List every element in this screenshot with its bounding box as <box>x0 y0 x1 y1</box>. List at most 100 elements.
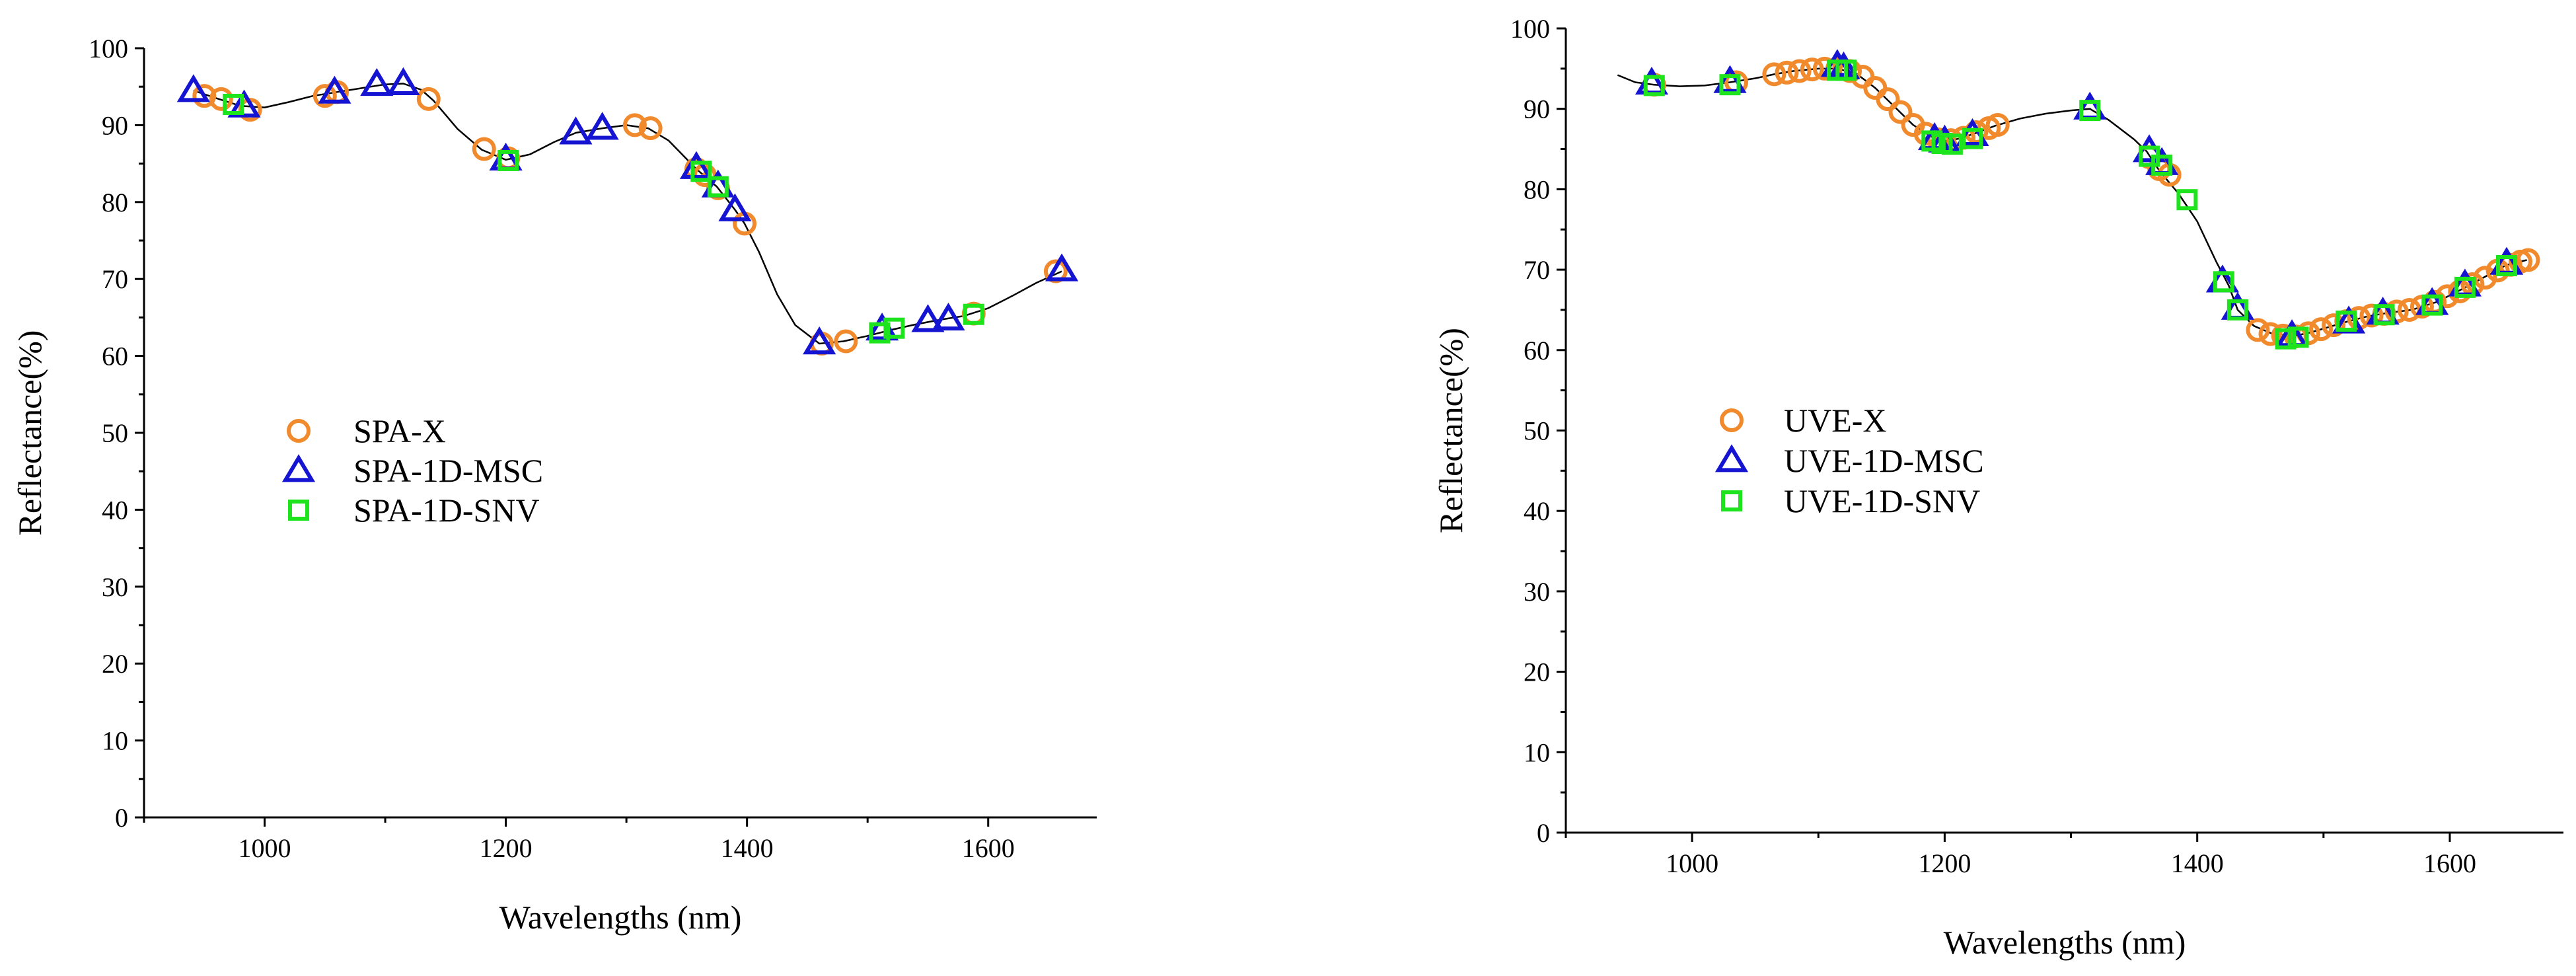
x-tick-label: 1000 <box>1666 848 1718 878</box>
data-point <box>2495 255 2517 277</box>
data-point <box>869 322 891 344</box>
data-point <box>360 67 394 96</box>
data-point <box>585 112 619 140</box>
y-tick-label: 30 <box>1524 577 1550 607</box>
data-point <box>223 93 244 115</box>
y-tick-label: 70 <box>102 264 128 294</box>
data-point <box>2151 154 2173 176</box>
chart-panel-right: 0 10 20 30 40 50 60 70 80 90 100 1000 1200 1400 1600 Wa… <box>1432 14 2563 961</box>
legend-label: SPA-1D-SNV <box>353 492 540 529</box>
data-point <box>1941 133 1963 155</box>
data-point <box>679 151 714 179</box>
x-tick-label: 1600 <box>962 833 1015 863</box>
x-axis-label: Wavelengths (nm) <box>499 899 742 936</box>
y-tick-label: 10 <box>1524 737 1550 767</box>
data-point <box>963 303 984 325</box>
data-point <box>2309 317 2334 342</box>
legend-marker-circle <box>287 419 311 443</box>
y-tick-label: 40 <box>102 495 128 525</box>
y-tick-label: 80 <box>102 188 128 217</box>
legend-label: UVE-1D-SNV <box>1784 482 1980 519</box>
data-point <box>2079 100 2101 122</box>
y-tick-label: 40 <box>1524 496 1550 526</box>
data-point <box>386 67 420 95</box>
data-point <box>690 161 712 182</box>
data-point <box>1888 100 1913 124</box>
data-point <box>932 302 965 331</box>
data-point <box>1719 74 1741 96</box>
data-point <box>1787 59 1812 83</box>
data-point <box>2213 271 2234 293</box>
data-point <box>1762 62 1786 87</box>
data-point <box>209 87 233 111</box>
y-tick-label: 50 <box>102 418 128 448</box>
legend-label: SPA-X <box>353 412 446 449</box>
data-point <box>497 149 519 171</box>
series-uve-1d-msc <box>1635 49 2524 348</box>
data-point <box>1956 118 1989 147</box>
legend-marker-triangle <box>1714 444 1749 472</box>
legend-marker-circle <box>1720 408 1744 432</box>
series-spa-1d-msc <box>176 67 1079 355</box>
y-tick-label: 0 <box>115 803 128 833</box>
data-point <box>1045 253 1079 282</box>
data-point <box>803 326 836 355</box>
data-point <box>227 89 261 118</box>
y-tick-label: 0 <box>1537 818 1550 848</box>
data-point <box>707 176 729 198</box>
legend-label: SPA-1D-MSC <box>353 452 543 489</box>
data-point <box>718 193 752 221</box>
series-spa-x <box>192 80 1068 356</box>
data-point <box>2336 310 2357 332</box>
x-tick-label: 1000 <box>239 833 291 863</box>
legend-marker-triangle <box>281 454 316 482</box>
data-point <box>1643 75 1665 96</box>
series-spa-1d-snv <box>223 93 984 344</box>
x-tick-label: 1200 <box>480 833 533 863</box>
data-point <box>834 329 858 354</box>
y-axis-label: Reflectance(%) <box>1432 328 1469 533</box>
y-tick-label: 20 <box>102 649 128 679</box>
x-tick-label: 1400 <box>721 833 774 863</box>
x-tick-label: 1200 <box>1918 848 1971 878</box>
spectrum-curve <box>1617 67 2527 338</box>
legend-marker-square <box>288 500 309 521</box>
data-point <box>1775 60 1799 85</box>
legend-label: UVE-1D-MSC <box>1784 442 1984 479</box>
y-tick-label: 20 <box>1524 657 1550 687</box>
data-point <box>2421 294 2443 316</box>
data-point <box>1800 57 1824 82</box>
data-point <box>2246 318 2270 342</box>
data-point <box>1985 113 2010 137</box>
y-tick-label: 90 <box>102 110 128 140</box>
data-point <box>2287 326 2309 348</box>
y-tick-label: 100 <box>1510 14 1550 44</box>
data-point <box>2373 304 2395 326</box>
y-tick-label: 60 <box>102 342 128 371</box>
data-point <box>1876 87 1900 112</box>
spectrum-curve <box>193 83 1062 345</box>
legend-label: UVE-X <box>1784 402 1887 439</box>
y-tick-label: 100 <box>89 34 128 63</box>
data-point <box>2275 328 2297 350</box>
y-tick-label: 80 <box>1524 174 1550 204</box>
data-point <box>192 84 217 108</box>
data-point <box>2516 248 2540 272</box>
legend-marker-square <box>1721 490 1742 511</box>
y-tick-label: 90 <box>1524 94 1550 124</box>
data-point <box>911 304 945 332</box>
y-tick-label: 10 <box>102 726 128 756</box>
x-tick-label: 1400 <box>2171 848 2224 878</box>
data-point <box>318 75 351 104</box>
x-axis-label: Wavelengths (nm) <box>1944 924 2186 961</box>
data-point <box>176 74 210 102</box>
y-tick-label: 50 <box>1524 416 1550 446</box>
y-axis-label: Reflectance(%) <box>11 330 48 536</box>
data-point <box>2176 189 2198 211</box>
data-point <box>1713 65 1747 93</box>
data-point <box>2359 303 2384 328</box>
y-tick-label: 30 <box>102 572 128 602</box>
